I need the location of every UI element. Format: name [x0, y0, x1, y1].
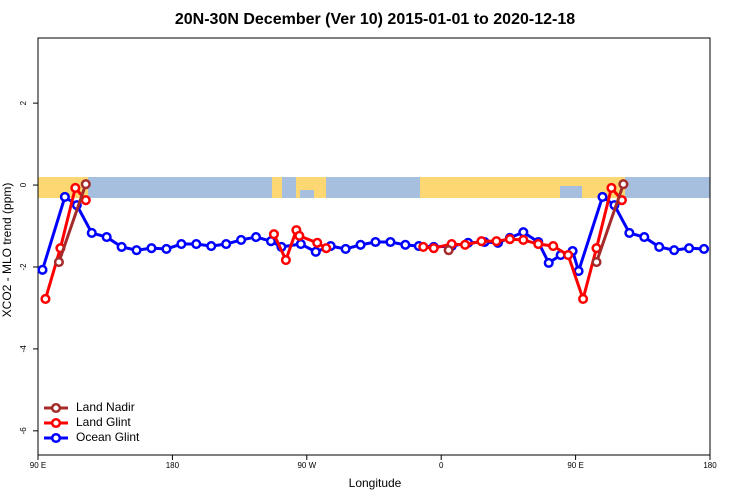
y-axis-label: XCO2 - MLO trend (ppm) [0, 183, 14, 318]
point [684, 243, 695, 254]
point [385, 236, 396, 248]
x-tick-label: 0 [439, 461, 444, 470]
point [578, 293, 589, 304]
point [310, 246, 321, 257]
point [146, 243, 157, 254]
point [533, 238, 544, 250]
land-band [420, 177, 625, 198]
point [40, 293, 51, 304]
y-tick-label: -2 [19, 263, 28, 271]
y-tick-label: -4 [19, 345, 28, 353]
legend-label: Land Glint [76, 415, 131, 429]
point [191, 238, 202, 250]
map-strip [38, 177, 710, 198]
x-tick-label: 90 E [30, 461, 46, 470]
point [80, 195, 91, 206]
point [476, 236, 487, 247]
point [161, 243, 172, 255]
point [59, 191, 70, 202]
point [250, 232, 262, 243]
legend-marker [50, 417, 62, 429]
point [53, 257, 64, 268]
point [548, 241, 559, 252]
x-tick-label: 180 [166, 461, 180, 470]
point [563, 250, 574, 261]
legend-label: Ocean Glint [76, 430, 140, 444]
point [355, 239, 366, 250]
x-tick-label: 180 [703, 461, 717, 470]
legend-marker [50, 402, 62, 414]
y-tick-label: 2 [19, 100, 28, 105]
point [221, 238, 232, 250]
point [116, 241, 127, 252]
point [654, 241, 665, 252]
point [70, 182, 81, 193]
point [518, 234, 529, 245]
legend-marker [50, 432, 62, 444]
point [624, 227, 635, 239]
point [606, 182, 617, 193]
point [294, 230, 305, 241]
point [518, 227, 529, 238]
ocean-patch [560, 186, 582, 198]
point [280, 254, 291, 266]
series-line [57, 183, 625, 263]
point [312, 237, 323, 248]
point [428, 243, 439, 254]
point [618, 179, 629, 190]
chart-title: 20N-30N December (Ver 10) 2015-01-01 to … [175, 11, 575, 28]
point [370, 236, 381, 248]
ocean-patch [300, 190, 314, 198]
point [669, 245, 680, 256]
legend-label: Land Nadir [76, 400, 135, 414]
point [591, 257, 602, 268]
point [340, 243, 351, 255]
point [491, 236, 502, 247]
point [321, 243, 332, 254]
point [37, 264, 48, 275]
plot-frame [37, 37, 711, 456]
point [504, 234, 515, 245]
point [460, 239, 471, 250]
y-tick-label: -6 [19, 427, 28, 435]
point [131, 245, 142, 256]
point [295, 238, 306, 250]
point [543, 257, 554, 268]
point [86, 227, 97, 239]
x-tick-label: 90 W [297, 461, 316, 470]
point [597, 191, 608, 202]
point [400, 239, 411, 250]
point [236, 234, 247, 245]
land-band [272, 177, 282, 198]
point [418, 241, 429, 252]
series-line [41, 194, 705, 277]
point [639, 232, 650, 243]
point [80, 179, 91, 190]
point [698, 243, 710, 255]
point [101, 232, 112, 243]
point [206, 241, 217, 252]
x-axis-label: Longitude [349, 476, 402, 490]
point [176, 238, 187, 250]
x-tick-label: 90 E [567, 461, 583, 470]
point [443, 245, 454, 256]
y-tick-label: 0 [19, 182, 28, 187]
point [268, 229, 279, 240]
